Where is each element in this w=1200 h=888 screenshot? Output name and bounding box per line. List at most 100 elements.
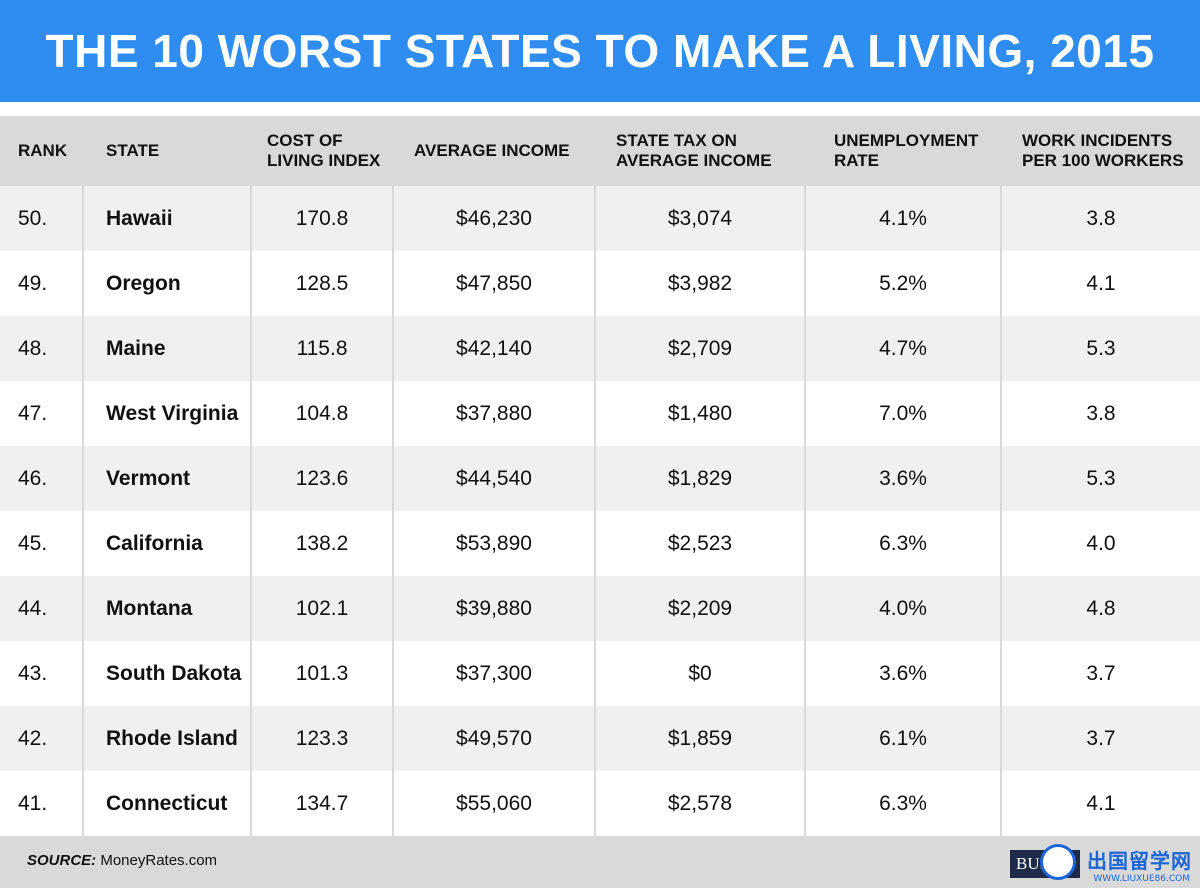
table-cell: $0 [596,641,804,706]
column-header-line: RANK [18,141,68,160]
cell-value-state: Vermont [106,466,191,490]
cell-value-cost-of-living: 128.5 [295,271,349,295]
cell-value-state: Hawaii [106,206,173,230]
cell-value-work-incidents: 4.8 [1086,596,1116,620]
table-cell: 3.6% [806,641,1000,706]
cell-value-unemployment-rate: 6.3% [879,791,927,815]
table-cell: 4.1 [1002,771,1200,836]
source-value: MoneyRates.com [100,852,218,869]
table-cell: West Virginia [84,381,250,446]
table-cell: $55,060 [394,771,594,836]
table-cell: Vermont [84,446,250,511]
cell-value-cost-of-living: 102.1 [295,596,349,620]
table-cell: 128.5 [252,251,392,316]
table-cell: 123.6 [252,446,392,511]
table-cell: 7.0% [806,381,1000,446]
column-header: RANK [0,116,82,186]
table-cell: $2,709 [596,316,804,381]
table-cell: 104.8 [252,381,392,446]
table-cell: 3.7 [1002,706,1200,771]
cell-value-rank: 47. [18,401,48,425]
table-cell: 123.3 [252,706,392,771]
watermark-circle-icon [1040,844,1076,880]
cell-value-state: South Dakota [106,661,242,685]
table-cell: 45. [0,511,82,576]
column-header: AVERAGE INCOME [394,116,594,186]
cell-value-work-incidents: 4.1 [1086,271,1116,295]
cell-value-state: Rhode Island [106,726,238,750]
table-cell: 6.1% [806,706,1000,771]
column-header-label: COST OF LIVING INDEX [267,131,380,171]
cell-value-work-incidents: 4.0 [1086,531,1116,555]
column-header-label: AVERAGE INCOME [414,141,570,161]
table-cell: $47,850 [394,251,594,316]
cell-value-work-incidents: 4.1 [1086,791,1116,815]
table-cell: 102.1 [252,576,392,641]
table-cell: Hawaii [84,186,250,251]
table-cell: Maine [84,316,250,381]
column-header-line: RATE [834,151,880,170]
column-header: UNEMPLOYMENT RATE [806,116,1000,186]
cell-value-unemployment-rate: 3.6% [879,466,927,490]
table-cell: 44. [0,576,82,641]
cell-value-work-incidents: 3.7 [1086,726,1116,750]
table-cell: $1,829 [596,446,804,511]
cell-value-unemployment-rate: 6.1% [879,726,927,750]
cell-value-state-tax: $1,829 [667,466,733,490]
column-header-line: STATE TAX ON [616,131,737,150]
table-cell: $46,230 [394,186,594,251]
source-note: SOURCE: MoneyRates.com [27,852,217,869]
cell-value-average-income: $42,140 [456,336,532,360]
cell-value-state-tax: $3,074 [667,206,733,230]
cell-value-rank: 49. [18,271,48,295]
table-cell: 134.7 [252,771,392,836]
cell-value-work-incidents: 5.3 [1086,466,1116,490]
table-cell: 5.3 [1002,446,1200,511]
column-header: STATE TAX ON AVERAGE INCOME [596,116,804,186]
cell-value-work-incidents: 3.8 [1086,206,1116,230]
table-cell: 5.2% [806,251,1000,316]
cell-value-unemployment-rate: 6.3% [879,531,927,555]
column-header: STATE [84,116,250,186]
table-cell: 3.8 [1002,186,1200,251]
watermark-url: WWW.LIUXUE86.COM [1093,873,1190,884]
table-cell: $3,982 [596,251,804,316]
column-work-incidents: WORK INCIDENTS PER 100 WORKERS 3.8 4.1 5.3 3.… [1002,116,1200,838]
column-header-line: PER 100 WORKERS [1022,151,1184,170]
cell-value-cost-of-living: 170.8 [295,206,349,230]
column-rank: RANK 50. 49. 48. 47. 46. 45. 44. 43. 42. 41. [0,116,82,838]
watermark-logo: 出国留学网 WWW.LIUXUE86.COM [1040,842,1200,886]
cell-value-cost-of-living: 123.3 [295,726,349,750]
cell-value-state-tax: $2,578 [667,791,733,815]
table-cell: 170.8 [252,186,392,251]
table-cell: South Dakota [84,641,250,706]
cell-value-state-tax: $2,523 [667,531,733,555]
cell-value-average-income: $53,890 [456,531,532,555]
column-state: STATE Hawaii Oregon Maine West Virginia Vermo… [84,116,250,838]
column-header-label: STATE [106,141,159,161]
table-cell: 48. [0,316,82,381]
footer: SOURCE: MoneyRates.com BUS 出国留学网 WWW.LIU… [0,838,1200,888]
cell-value-average-income: $37,300 [456,661,532,685]
table-cell: $2,209 [596,576,804,641]
cell-value-state-tax: $3,982 [667,271,733,295]
table-cell: $44,540 [394,446,594,511]
cell-value-rank: 50. [18,206,48,230]
table-cell: Montana [84,576,250,641]
cell-value-unemployment-rate: 4.7% [879,336,927,360]
table-cell: 4.7% [806,316,1000,381]
table-cell: $3,074 [596,186,804,251]
table-cell: 46. [0,446,82,511]
cell-value-work-incidents: 3.7 [1086,661,1116,685]
cell-value-cost-of-living: 134.7 [295,791,349,815]
cell-value-rank: 44. [18,596,48,620]
cell-value-average-income: $37,880 [456,401,532,425]
table-cell: Rhode Island [84,706,250,771]
table-cell: 3.7 [1002,641,1200,706]
source-label: SOURCE: [27,852,97,869]
data-table: RANK 50. 49. 48. 47. 46. 45. 44. 43. 42. 41. STATE H… [0,116,1200,838]
table-cell: 50. [0,186,82,251]
table-cell: 3.6% [806,446,1000,511]
cell-value-state-tax: $2,209 [667,596,733,620]
cell-value-state-tax: $2,709 [667,336,733,360]
